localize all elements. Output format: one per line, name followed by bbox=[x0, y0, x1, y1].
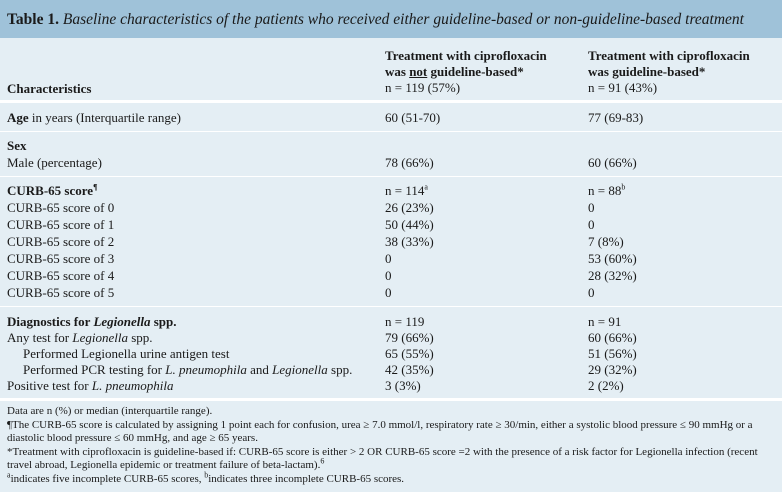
age-col2: 60 (51-70) bbox=[385, 110, 441, 125]
sex-heading: Sex bbox=[7, 138, 27, 153]
footnote-curb: ¶The CURB-65 score is calculated by assi… bbox=[7, 418, 753, 445]
diag-any-col2: 79 (66%) bbox=[385, 330, 434, 345]
curb-row-label: CURB-65 score of 2 bbox=[7, 234, 115, 249]
diag-urine-col3: 51 (56%) bbox=[588, 346, 637, 361]
curb-row-label: CURB-65 score of 5 bbox=[7, 285, 115, 300]
diag-urine-label: Performed Legionella urine antigen test bbox=[23, 346, 230, 361]
header-col-not-guideline: Treatment with ciprofloxacin was not gui… bbox=[385, 48, 547, 96]
curb-row-col3: 0 bbox=[588, 200, 595, 215]
sex-male-col3: 60 (66%) bbox=[588, 155, 637, 170]
footnote-b-sup: b bbox=[204, 469, 209, 479]
header-col2-line2-pre: was bbox=[385, 64, 410, 79]
footnote-b-text: indicates three incomplete CURB-65 score… bbox=[208, 472, 405, 485]
age-label: Age in years (Interquartile range) bbox=[7, 110, 181, 126]
diag-n-col3: n = 91 bbox=[588, 314, 622, 329]
diag-heading: Diagnostics for Legionella spp. bbox=[7, 314, 177, 330]
footnote-guideline-ref: 6 bbox=[320, 456, 325, 466]
header-col3-line2: was guideline-based* bbox=[588, 64, 706, 79]
curb-row-col2: 0 bbox=[385, 268, 392, 283]
header-col3-n: n = 91 (43%) bbox=[588, 80, 658, 95]
diag-pcr-mid: and bbox=[246, 362, 273, 377]
diag-pcr-ital1: L. pneumophila bbox=[165, 362, 247, 377]
curb-row-col2: 50 (44%) bbox=[385, 217, 434, 232]
diag-any-label: Any test for Legionella spp. bbox=[7, 330, 153, 346]
curb-n-col2: n = 114a bbox=[385, 183, 428, 199]
footer-divider bbox=[0, 398, 782, 401]
curb-row-col2: 38 (33%) bbox=[385, 234, 434, 249]
diag-pcr-post: spp. bbox=[327, 362, 353, 377]
header-col3-line1: Treatment with ciprofloxacin bbox=[588, 48, 750, 63]
diag-pos-col3: 2 (2%) bbox=[588, 378, 624, 393]
header-divider bbox=[0, 100, 782, 103]
diag-any-pre: Any test for bbox=[7, 330, 73, 345]
header-col2-line2-post: guideline-based* bbox=[427, 64, 524, 79]
diag-pos-pre: Positive test for bbox=[7, 378, 92, 393]
sex-male-col2: 78 (66%) bbox=[385, 155, 434, 170]
header-col2-n: n = 119 (57%) bbox=[385, 80, 461, 95]
table-title-label: Table 1. bbox=[7, 11, 59, 28]
table-title: Table 1. Baseline characteristics of the… bbox=[0, 0, 782, 38]
diag-pcr-col3: 29 (32%) bbox=[588, 362, 637, 377]
footnote-incomplete: aindicates five incomplete CURB-65 score… bbox=[7, 469, 777, 487]
age-label-bold: Age bbox=[7, 110, 29, 125]
diag-pos-col2: 3 (3%) bbox=[385, 378, 421, 393]
header-col2-line2-not: not bbox=[409, 64, 428, 79]
curb-n2-text: n = 114 bbox=[385, 183, 425, 198]
footnote-data: Data are n (%) or median (interquartile … bbox=[7, 405, 213, 417]
diag-pos-ital: L. pneumophila bbox=[91, 378, 174, 393]
header-col2-line2: was not guideline-based* bbox=[385, 64, 547, 80]
footnote-a-text: indicates five incomplete CURB-65 scores… bbox=[10, 472, 205, 485]
curb-row-col3: 0 bbox=[588, 217, 595, 232]
header-col-guideline: Treatment with ciprofloxacin was guideli… bbox=[588, 48, 750, 96]
curb-row-col3: 7 (8%) bbox=[588, 234, 624, 249]
divider bbox=[0, 176, 782, 177]
curb-row-col3: 0 bbox=[588, 285, 595, 300]
curb-heading-text: CURB-65 score bbox=[7, 183, 94, 198]
diag-pcr-label: Performed PCR testing for L. pneumophila… bbox=[23, 362, 352, 378]
curb-row-col3: 28 (32%) bbox=[588, 268, 637, 283]
header-characteristics: Characteristics bbox=[7, 81, 92, 96]
diag-heading-post: spp. bbox=[150, 314, 177, 329]
diag-pos-label: Positive test for L. pneumophila bbox=[7, 378, 173, 394]
diag-pcr-ital2: Legionella bbox=[272, 362, 328, 377]
footnote-guideline: *Treatment with ciprofloxacin is guideli… bbox=[7, 446, 777, 473]
curb-n3-text: n = 88 bbox=[588, 183, 622, 198]
diag-pcr-col2: 42 (35%) bbox=[385, 362, 434, 377]
curb-heading: CURB-65 score¶ bbox=[7, 183, 97, 199]
curb-row-col2: 0 bbox=[385, 251, 392, 266]
curb-heading-sup: ¶ bbox=[93, 182, 98, 192]
curb-row-label: CURB-65 score of 1 bbox=[7, 217, 115, 232]
footnote-guideline-text: *Treatment with ciprofloxacin is guideli… bbox=[7, 445, 758, 472]
age-col3: 77 (69-83) bbox=[588, 110, 644, 125]
sex-male-label: Male (percentage) bbox=[7, 155, 102, 170]
curb-row-col2: 26 (23%) bbox=[385, 200, 434, 215]
diag-urine-col2: 65 (55%) bbox=[385, 346, 434, 361]
diag-any-post: spp. bbox=[127, 330, 153, 345]
curb-row-label: CURB-65 score of 0 bbox=[7, 200, 115, 215]
header-col2-line1: Treatment with ciprofloxacin bbox=[385, 48, 547, 63]
diag-n-col2: n = 119 bbox=[385, 314, 425, 329]
age-label-rest: in years (Interquartile range) bbox=[28, 110, 181, 125]
curb-n-col3: n = 88b bbox=[588, 183, 625, 199]
diag-any-ital: Legionella bbox=[72, 330, 128, 345]
curb-n2-sup: a bbox=[424, 182, 428, 192]
diag-heading-ital: Legionella bbox=[93, 314, 151, 329]
curb-row-label: CURB-65 score of 3 bbox=[7, 251, 115, 266]
divider bbox=[0, 306, 782, 307]
diag-any-col3: 60 (66%) bbox=[588, 330, 637, 345]
curb-row-col3: 53 (60%) bbox=[588, 251, 637, 266]
curb-row-col2: 0 bbox=[385, 285, 392, 300]
curb-row-label: CURB-65 score of 4 bbox=[7, 268, 115, 283]
table-title-text: Baseline characteristics of the patients… bbox=[62, 11, 744, 28]
footnote-a-sup: a bbox=[7, 469, 11, 479]
diag-heading-pre: Diagnostics for bbox=[7, 314, 94, 329]
curb-n3-sup: b bbox=[621, 182, 626, 192]
divider bbox=[0, 131, 782, 132]
table-footnotes: Data are n (%) or median (interquartile … bbox=[7, 405, 777, 486]
diag-pcr-pre: Performed PCR testing for bbox=[23, 362, 166, 377]
